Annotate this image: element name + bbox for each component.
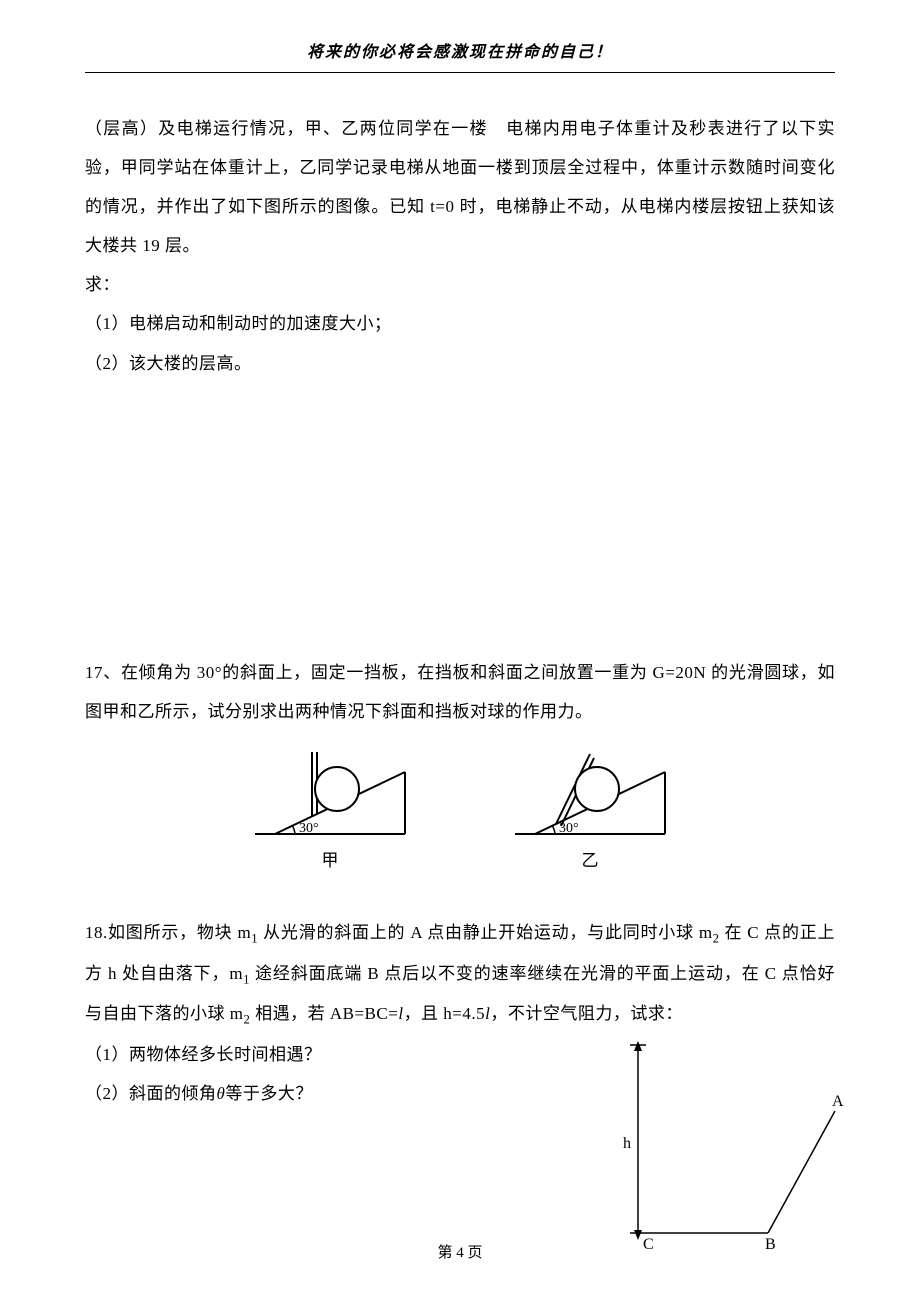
figure-jia-label: 甲 — [322, 846, 339, 871]
problem-16-question-2: （2）该大楼的层高。 — [85, 344, 835, 383]
problem-16-para1: （层高）及电梯运行情况，甲、乙两位同学在一楼 电梯内用电子体重计及秒表进行了以下… — [85, 109, 835, 265]
problem-16-question-1: （1）电梯启动和制动时的加速度大小； — [85, 304, 835, 343]
problem-16-qiu: 求： — [85, 265, 835, 304]
problem-18-diagram: h C B A — [610, 1033, 845, 1263]
problem-16-section: （层高）及电梯运行情况，甲、乙两位同学在一楼 电梯内用电子体重计及秒表进行了以下… — [85, 109, 835, 383]
header-divider — [85, 72, 835, 73]
figure-jia-container: 30° 甲 — [250, 749, 410, 871]
problem-17-text: 17、在倾角为 30°的斜面上，固定一挡板，在挡板和斜面之间放置一重为 G=20… — [85, 653, 835, 731]
figure-jia-diagram: 30° — [250, 749, 410, 844]
figure-yi-label: 乙 — [582, 846, 599, 871]
problem-18-section: 18.如图所示，物块 m1 从光滑的斜面上的 A 点由静止开始运动，与此同时小球… — [85, 913, 835, 1113]
svg-text:h: h — [623, 1135, 631, 1152]
problem-17-section: 17、在倾角为 30°的斜面上，固定一挡板，在挡板和斜面之间放置一重为 G=20… — [85, 653, 835, 731]
problem-18-para1: 18.如图所示，物块 m1 从光滑的斜面上的 A 点由静止开始运动，与此同时小球… — [85, 913, 835, 1035]
spacer-2 — [85, 883, 835, 903]
svg-text:A: A — [832, 1093, 844, 1110]
page-header-motto: 将来的你必将会感激现在拼命的自己！ — [85, 38, 835, 72]
svg-text:30°: 30° — [299, 821, 319, 836]
figure-yi-container: 30° 乙 — [510, 749, 670, 871]
spacer-1 — [85, 383, 835, 653]
page-footer: 第 4 页 — [0, 1241, 920, 1262]
problem-17-figures: 30° 甲 30° 乙 — [85, 749, 835, 871]
figure-yi-diagram: 30° — [510, 749, 670, 844]
